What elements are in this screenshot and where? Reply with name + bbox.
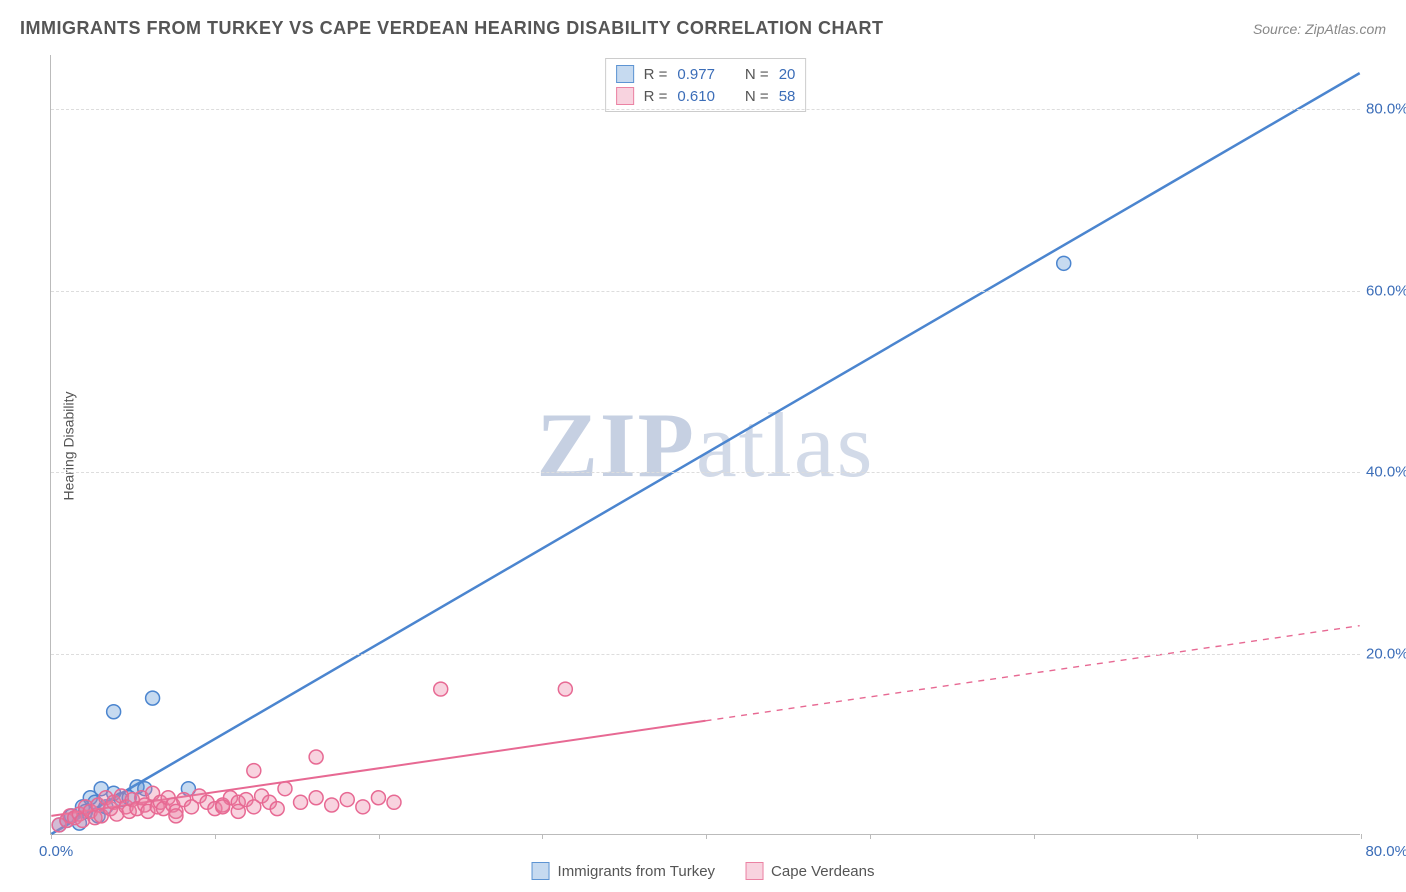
gridline [51, 291, 1360, 292]
pink-point [231, 804, 245, 818]
plot-area: ZIPatlas R = 0.977 N = 20 R = 0.610 N = … [50, 55, 1360, 835]
swatch-blue-icon [616, 65, 634, 83]
r-label-2: R = [644, 88, 668, 105]
blue-trend-line [51, 73, 1359, 834]
x-tick [1197, 834, 1198, 839]
pink-point [169, 809, 183, 823]
stat-row-pink: R = 0.610 N = 58 [616, 85, 796, 107]
pink-point [325, 798, 339, 812]
stat-row-blue: R = 0.977 N = 20 [616, 63, 796, 85]
gridline [51, 109, 1360, 110]
pink-point [216, 800, 230, 814]
bottom-legend: Immigrants from Turkey Cape Verdeans [532, 862, 875, 880]
n-value-pink: 58 [779, 88, 796, 105]
legend-label-pink: Cape Verdeans [771, 863, 874, 880]
blue-point [1057, 256, 1071, 270]
n-value-blue: 20 [779, 66, 796, 83]
legend-item-blue: Immigrants from Turkey [532, 862, 716, 880]
r-label: R = [644, 66, 668, 83]
pink-point [558, 682, 572, 696]
x-tick [1034, 834, 1035, 839]
pink-point [340, 793, 354, 807]
chart-svg [51, 55, 1360, 834]
n-label-2: N = [745, 88, 769, 105]
r-value-pink: 0.610 [677, 88, 715, 105]
stat-legend: R = 0.977 N = 20 R = 0.610 N = 58 [605, 58, 807, 112]
gridline [51, 654, 1360, 655]
pink-point [309, 791, 323, 805]
legend-swatch-pink-icon [745, 862, 763, 880]
y-tick-label: 20.0% [1366, 645, 1406, 662]
legend-label-blue: Immigrants from Turkey [558, 863, 716, 880]
swatch-pink-icon [616, 87, 634, 105]
legend-swatch-blue-icon [532, 862, 550, 880]
y-tick-label: 80.0% [1366, 101, 1406, 118]
x-max-label: 80.0% [1365, 843, 1406, 860]
chart-title: IMMIGRANTS FROM TURKEY VS CAPE VERDEAN H… [20, 18, 884, 39]
x-tick [215, 834, 216, 839]
pink-point [356, 800, 370, 814]
legend-item-pink: Cape Verdeans [745, 862, 874, 880]
y-tick-label: 40.0% [1366, 464, 1406, 481]
pink-point [270, 802, 284, 816]
pink-point [247, 764, 261, 778]
gridline [51, 472, 1360, 473]
x-tick [542, 834, 543, 839]
x-tick [51, 834, 52, 839]
source-label: Source: ZipAtlas.com [1253, 21, 1386, 37]
x-tick [379, 834, 380, 839]
x-origin-label: 0.0% [39, 843, 73, 860]
blue-point [107, 705, 121, 719]
r-value-blue: 0.977 [677, 66, 715, 83]
x-tick [1361, 834, 1362, 839]
blue-point [146, 691, 160, 705]
title-bar: IMMIGRANTS FROM TURKEY VS CAPE VERDEAN H… [20, 18, 1386, 39]
pink-point [309, 750, 323, 764]
n-label: N = [745, 66, 769, 83]
pink-point [387, 795, 401, 809]
pink-point [294, 795, 308, 809]
pink-point [278, 782, 292, 796]
y-tick-label: 60.0% [1366, 282, 1406, 299]
pink-point [371, 791, 385, 805]
pink-point [434, 682, 448, 696]
pink-trend-line-dashed [706, 626, 1360, 721]
x-tick [870, 834, 871, 839]
x-tick [706, 834, 707, 839]
